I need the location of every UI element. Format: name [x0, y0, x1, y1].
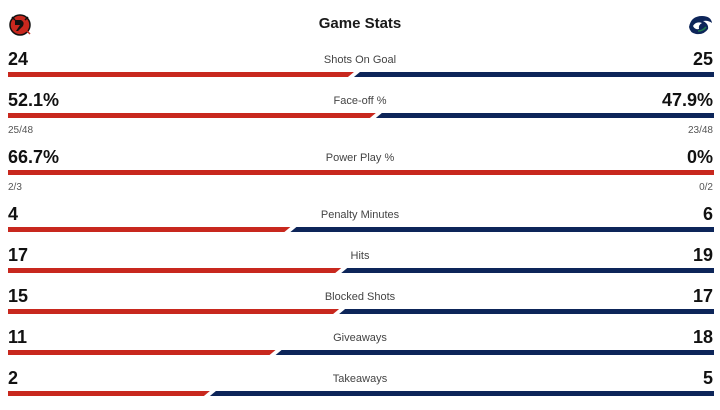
away-stat-value: 0% [686, 147, 713, 167]
stat-label: Giveaways [333, 332, 387, 344]
away-share-bar [339, 309, 714, 314]
home-stat-value: 66.7% [8, 147, 60, 167]
stat-label: Hits [350, 250, 370, 262]
stat-comparison-bar [8, 72, 714, 77]
away-share-bar [290, 227, 714, 232]
home-stat-detail: 2/3 [8, 182, 22, 193]
new-jersey-devils-logo-icon [6, 12, 34, 38]
stat-comparison-bar [8, 391, 714, 396]
away-stat-detail: 23/48 [687, 125, 713, 136]
stat-comparison-bar [8, 309, 714, 314]
away-stat-value: 18 [692, 327, 713, 347]
away-stat-value: 5 [702, 368, 713, 388]
home-share-bar [8, 268, 342, 273]
away-share-bar [275, 350, 714, 355]
home-stat-value: 52.1% [8, 90, 60, 110]
home-stat-value: 15 [8, 286, 29, 306]
stat-label: Face-off % [333, 95, 387, 107]
away-share-bar [375, 113, 714, 118]
stat-label: Penalty Minutes [320, 209, 400, 221]
home-share-bar [8, 113, 376, 118]
home-stat-value: 24 [8, 49, 29, 69]
stat-comparison-bar [8, 113, 714, 118]
stat-label: Blocked Shots [324, 291, 396, 303]
stat-comparison-bar [8, 268, 714, 273]
home-share-bar [8, 227, 291, 232]
away-share-bar [353, 72, 714, 77]
away-share-bar [341, 268, 714, 273]
home-share-bar [8, 350, 276, 355]
stat-label: Takeaways [332, 373, 388, 385]
home-stat-value: 4 [8, 204, 19, 224]
home-share-bar [8, 170, 714, 175]
away-stat-value: 25 [692, 49, 713, 69]
away-stat-value: 47.9% [661, 90, 713, 110]
away-share-bar [209, 391, 714, 396]
home-stat-value: 11 [8, 327, 28, 347]
vancouver-canucks-logo-icon [686, 12, 714, 38]
home-stat-value: 2 [8, 368, 19, 388]
stat-comparison-bar [8, 227, 714, 232]
stat-label: Power Play % [325, 152, 395, 164]
home-share-bar [8, 72, 354, 77]
stat-comparison-bar [8, 350, 714, 355]
away-stat-value: 17 [692, 286, 713, 306]
home-stat-detail: 25/48 [8, 125, 34, 136]
home-share-bar [8, 309, 340, 314]
stat-label: Shots On Goal [323, 54, 397, 66]
away-stat-value: 19 [692, 245, 713, 265]
away-stat-value: 6 [702, 204, 713, 224]
away-stat-detail: 0/2 [699, 182, 713, 193]
home-share-bar [8, 391, 210, 396]
stats-header: Game Stats [0, 0, 720, 48]
home-stat-value: 17 [8, 245, 29, 265]
stat-comparison-bar [8, 170, 714, 175]
page-title: Game Stats [318, 15, 402, 32]
